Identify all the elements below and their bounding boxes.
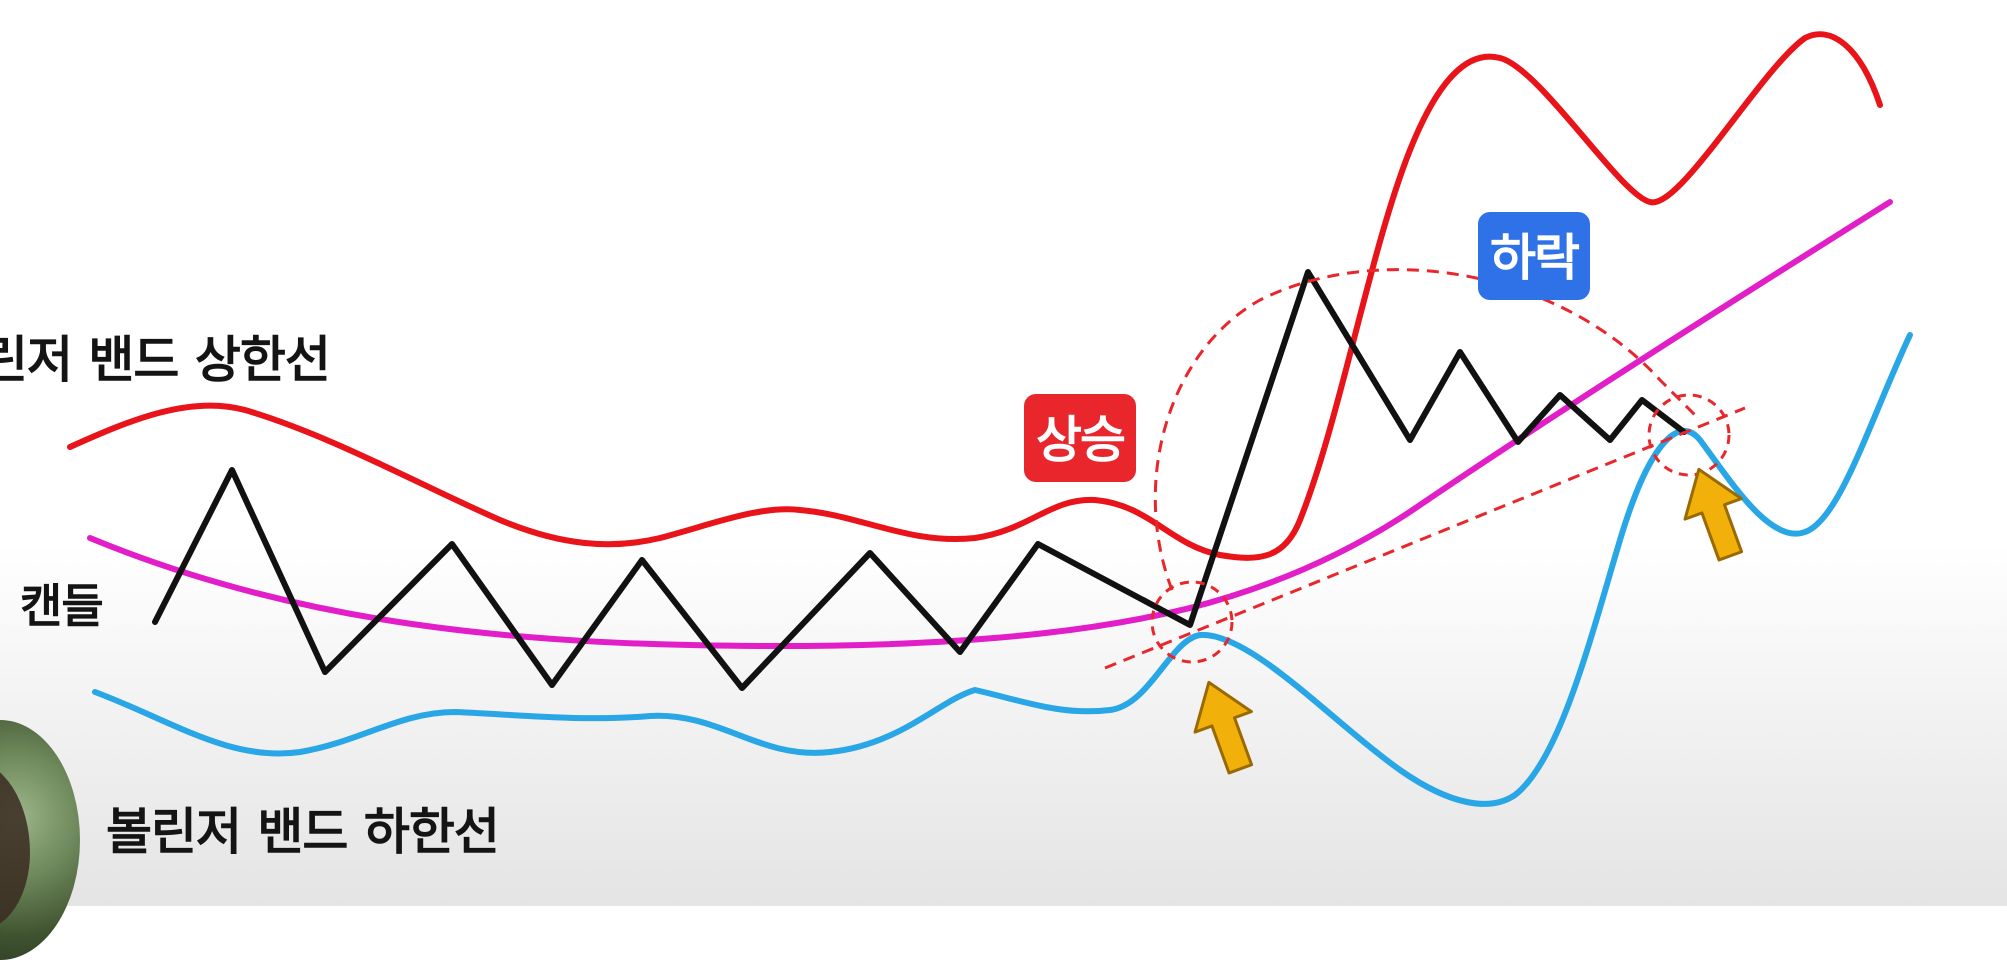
fall-tag: 하락 — [1478, 212, 1590, 300]
lower-band-line — [92, 332, 1913, 807]
support-guide-line — [1104, 406, 1746, 670]
contact-circle-right — [1647, 393, 1731, 477]
contact-circle-left — [1150, 580, 1234, 664]
peak-arc-guide — [1153, 268, 1702, 591]
candle-label: 캔들 — [20, 579, 104, 633]
rise-tag: 상승 — [1024, 394, 1136, 482]
upper-band-label: 린저 밴드 상한선 — [0, 331, 331, 389]
upper-band-line — [67, 31, 1883, 561]
bollinger-diagram: 린저 밴드 상한선 캔들 볼린저 밴드 하한선 상승 하락 — [0, 31, 1913, 960]
diagram-canvas — [67, 31, 1913, 807]
middle-band-line — [87, 199, 1893, 650]
lower-band-label: 볼린저 밴드 하한선 — [106, 803, 500, 861]
up-arrow-icon — [1683, 467, 1744, 562]
candle-line — [152, 269, 1687, 691]
up-arrow-icon — [1193, 680, 1254, 775]
